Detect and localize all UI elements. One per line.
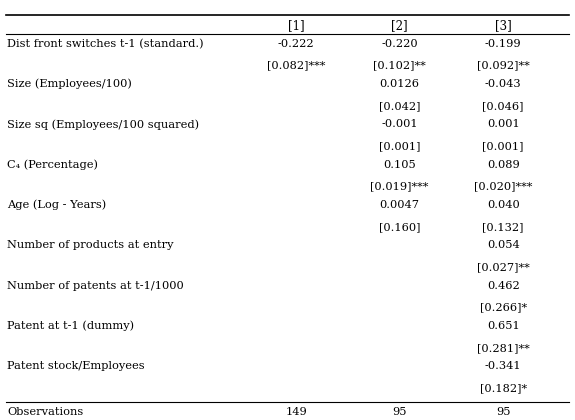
Text: [0.102]**: [0.102]** [373, 60, 426, 71]
Text: 0.040: 0.040 [487, 200, 519, 210]
Text: 0.001: 0.001 [487, 119, 519, 129]
Text: [2]: [2] [392, 20, 408, 32]
Text: -0.341: -0.341 [485, 361, 522, 371]
Text: -0.043: -0.043 [485, 79, 522, 89]
Text: Patent stock/Employees: Patent stock/Employees [7, 361, 144, 371]
Text: 95: 95 [392, 407, 407, 417]
Text: 0.054: 0.054 [487, 240, 519, 250]
Text: 0.462: 0.462 [487, 281, 519, 291]
Text: C₄ (Percentage): C₄ (Percentage) [7, 159, 98, 170]
Text: -0.199: -0.199 [485, 39, 522, 49]
Text: 149: 149 [285, 407, 307, 417]
Text: [0.001]: [0.001] [482, 141, 524, 151]
Text: -0.220: -0.220 [381, 39, 418, 49]
Text: [0.001]: [0.001] [379, 141, 420, 151]
Text: 0.651: 0.651 [487, 321, 519, 331]
Text: [0.160]: [0.160] [379, 222, 420, 232]
Text: [0.182]*: [0.182]* [480, 383, 527, 393]
Text: [0.027]**: [0.027]** [477, 262, 530, 272]
Text: [0.132]: [0.132] [482, 222, 524, 232]
Text: [0.266]*: [0.266]* [480, 302, 527, 312]
Text: Number of patents at t-1/1000: Number of patents at t-1/1000 [7, 281, 183, 291]
Text: Observations: Observations [7, 407, 83, 417]
Text: [3]: [3] [494, 20, 512, 32]
Text: 0.089: 0.089 [487, 160, 519, 170]
Text: 95: 95 [496, 407, 511, 417]
Text: 0.0126: 0.0126 [380, 79, 420, 89]
Text: -0.001: -0.001 [381, 119, 418, 129]
Text: [0.020]***: [0.020]*** [474, 181, 532, 192]
Text: [0.042]: [0.042] [379, 101, 420, 111]
Text: Patent at t-1 (dummy): Patent at t-1 (dummy) [7, 320, 134, 331]
Text: 0.0047: 0.0047 [380, 200, 420, 210]
Text: [0.092]**: [0.092]** [477, 60, 530, 71]
Text: Dist front switches t-1 (standard.): Dist front switches t-1 (standard.) [7, 39, 204, 49]
Text: [0.082]***: [0.082]*** [267, 60, 325, 71]
Text: -0.222: -0.222 [278, 39, 315, 49]
Text: 0.105: 0.105 [384, 160, 416, 170]
Text: Size (Employees/100): Size (Employees/100) [7, 79, 132, 89]
Text: Size sq (Employees/100 squared): Size sq (Employees/100 squared) [7, 119, 199, 130]
Text: [0.281]**: [0.281]** [477, 343, 530, 353]
Text: Age (Log - Years): Age (Log - Years) [7, 200, 106, 210]
Text: [0.019]***: [0.019]*** [370, 181, 429, 192]
Text: [1]: [1] [288, 20, 304, 32]
Text: [0.046]: [0.046] [482, 101, 524, 111]
Text: Number of products at entry: Number of products at entry [7, 240, 174, 250]
